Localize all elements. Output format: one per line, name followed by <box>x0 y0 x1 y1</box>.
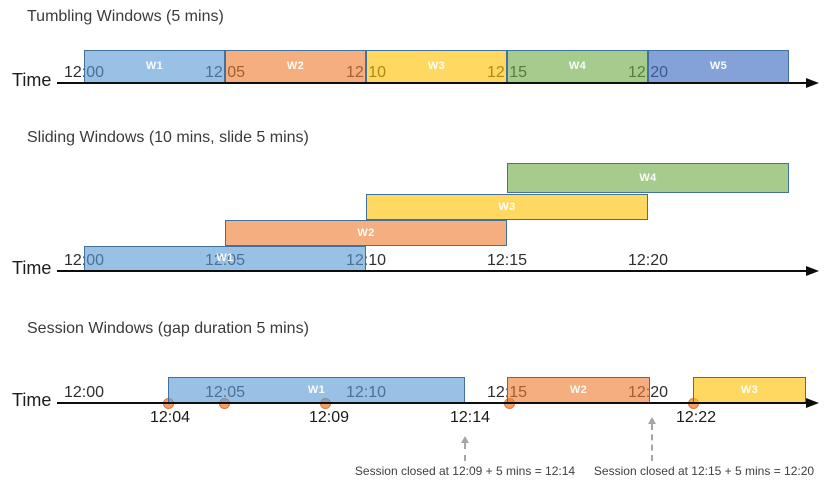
time-axis-arrowhead <box>806 398 819 408</box>
time-axis-label: Time <box>12 390 52 410</box>
time-axis-label: Time <box>12 258 52 278</box>
event-time-label: 12:14 <box>449 409 491 426</box>
session-close-caption: Session closed at 12:15 + 5 mins = 12:20 <box>593 464 815 478</box>
window-box <box>84 50 225 83</box>
window-label: W4 <box>568 60 587 72</box>
time-axis-line <box>57 402 806 404</box>
window-label: W4 <box>639 172 657 184</box>
window-box <box>507 377 650 403</box>
window-label: W1 <box>307 384 326 396</box>
time-axis-line <box>57 82 806 84</box>
window-box <box>366 194 648 220</box>
window-box <box>507 163 789 193</box>
window-label: W1 <box>145 60 164 72</box>
tick-label: 12:20 <box>627 252 669 269</box>
session-close-arrow <box>464 443 466 461</box>
time-axis-arrowhead <box>806 78 819 88</box>
time-axis-line <box>57 270 806 272</box>
event-time-label: 12:09 <box>308 409 350 426</box>
window-box <box>693 377 806 403</box>
session-close-caption: Session closed at 12:09 + 5 mins = 12:14 <box>354 464 576 478</box>
window-label: W2 <box>357 227 375 239</box>
window-label: W2 <box>569 384 588 396</box>
event-time-label: 12:22 <box>675 409 717 426</box>
time-axis-arrowhead <box>806 266 819 276</box>
window-label: W5 <box>709 60 728 72</box>
event-time-label: 12:04 <box>149 409 191 426</box>
window-label: W2 <box>286 60 305 72</box>
session-close-arrowhead <box>648 417 656 424</box>
tick-label: 12:00 <box>63 384 105 401</box>
session-close-arrow <box>651 424 653 461</box>
time-axis-label: Time <box>12 70 52 90</box>
window-box <box>225 220 507 246</box>
window-label: W3 <box>740 384 759 396</box>
section-title: Sliding Windows (10 mins, slide 5 mins) <box>27 129 309 146</box>
section-title: Tumbling Windows (5 mins) <box>27 8 224 25</box>
window-label: W1 <box>216 252 234 264</box>
window-box <box>366 50 507 83</box>
session-close-arrowhead <box>461 436 469 443</box>
window-label: W3 <box>498 201 516 213</box>
window-label: W3 <box>427 60 446 72</box>
tick-label: 12:15 <box>486 252 528 269</box>
section-title: Session Windows (gap duration 5 mins) <box>27 320 309 337</box>
